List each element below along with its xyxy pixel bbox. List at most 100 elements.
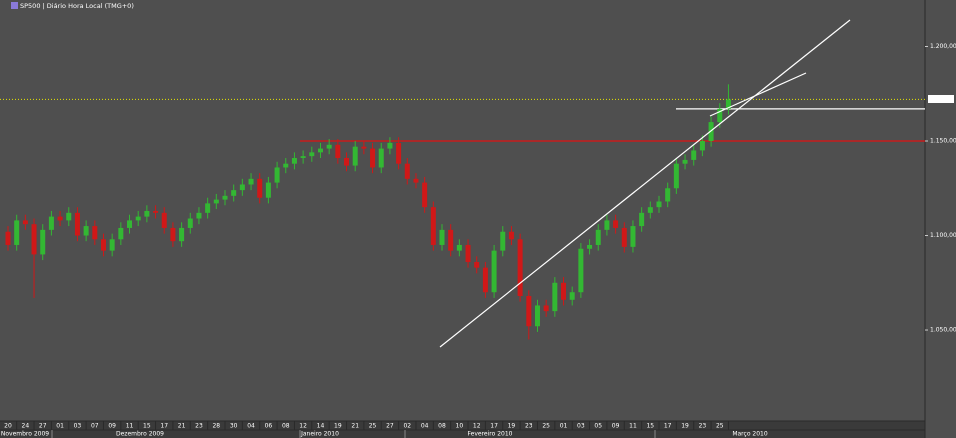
month-label: Dezembro 2009	[116, 431, 164, 438]
candle-body	[83, 226, 89, 236]
x-tick-label: 25	[716, 423, 724, 430]
x-tick-label: 17	[664, 423, 672, 430]
candle-body	[196, 212, 202, 219]
x-tick-label: 03	[577, 423, 585, 430]
x-tick-label: 11	[126, 423, 134, 430]
candle-body	[508, 231, 514, 240]
x-tick-label: 23	[699, 423, 707, 430]
candle-body	[604, 220, 610, 230]
x-tick-label: 14	[317, 423, 325, 430]
candle-body	[31, 224, 37, 255]
candle-body	[500, 231, 506, 251]
x-tick-label: 15	[646, 423, 654, 430]
x-tick-label: 04	[421, 423, 429, 430]
candle-body	[465, 244, 471, 262]
candle-body	[100, 239, 106, 251]
candle-body	[595, 229, 601, 245]
candle-body	[118, 227, 124, 240]
candle-body	[222, 195, 228, 200]
x-tick-label: 06	[265, 423, 273, 430]
candle-body	[300, 156, 306, 159]
x-tick-label: 23	[525, 423, 533, 430]
candle-body	[587, 244, 593, 249]
candle-body	[74, 212, 80, 236]
candle-body	[691, 150, 697, 160]
candle-body	[135, 216, 141, 221]
x-tick-label: 30	[230, 423, 238, 430]
candle-body	[725, 99, 731, 109]
candle-body	[48, 216, 54, 230]
candle-body	[474, 261, 480, 268]
candle-body	[5, 231, 11, 245]
x-tick-label: 09	[108, 423, 116, 430]
candle-body	[647, 207, 653, 213]
candle-body	[482, 267, 488, 293]
candle-body	[205, 203, 211, 213]
x-tick-label: 15	[143, 423, 151, 430]
candle-body	[578, 248, 584, 293]
candle-body	[699, 141, 705, 151]
candle-body	[639, 212, 645, 227]
candle-body	[534, 305, 540, 327]
symbol-icon[interactable]	[11, 2, 18, 9]
candle-body	[396, 142, 402, 164]
x-tick-label: 17	[490, 423, 498, 430]
candle-body	[40, 229, 46, 255]
candle-body	[326, 144, 332, 149]
candle-body	[239, 184, 245, 191]
x-tick-label: 03	[74, 423, 82, 430]
x-tick-label: 28	[212, 423, 220, 430]
candle-body	[317, 148, 323, 153]
candle-body	[561, 282, 567, 300]
candle-body	[613, 220, 619, 228]
candle-body	[170, 227, 176, 242]
candle-body	[517, 239, 523, 297]
candle-body	[621, 227, 627, 247]
candle-body	[352, 146, 358, 166]
x-tick-label: 02	[403, 423, 411, 430]
x-tick-label: 04	[247, 423, 255, 430]
x-tick-label: 25	[369, 423, 377, 430]
candle-body	[127, 220, 133, 228]
candle-body	[144, 210, 150, 217]
x-tick-label: 24	[22, 423, 30, 430]
candle-body	[630, 226, 636, 247]
month-label: Janeiro 2010	[300, 431, 339, 438]
candle-body	[569, 292, 575, 300]
candle-body	[66, 212, 72, 221]
candle-body	[552, 282, 558, 312]
y-tick-label: 1.200,00	[930, 43, 956, 50]
y-tick-label: 1.100,00	[930, 232, 956, 239]
candle-body	[248, 178, 254, 185]
candle-body	[413, 178, 419, 183]
candle-body	[526, 296, 532, 327]
candle-body	[344, 158, 350, 166]
trend-line[interactable]	[709, 72, 807, 117]
candle-body	[274, 167, 280, 183]
candle-body	[717, 108, 723, 123]
candle-body	[404, 163, 410, 179]
candle-body	[231, 190, 237, 196]
candle-body	[673, 163, 679, 189]
x-tick-label: 19	[681, 423, 689, 430]
trend-line[interactable]	[439, 19, 851, 348]
candle-body	[14, 220, 20, 245]
month-label: Fevereiro 2010	[468, 431, 513, 438]
candle-body	[57, 216, 63, 221]
x-tick-label: 05	[594, 423, 602, 430]
x-tick-label: 11	[629, 423, 637, 430]
x-tick-label: 08	[282, 423, 290, 430]
candle-body	[448, 229, 454, 251]
x-tick-label: 19	[508, 423, 516, 430]
plot	[0, 84, 925, 340]
candle-body	[543, 305, 549, 312]
x-tick-label: 01	[560, 423, 568, 430]
x-tick-label: 12	[473, 423, 481, 430]
x-tick-label: 20	[4, 423, 12, 430]
x-tick-label: 10	[456, 423, 464, 430]
x-tick-label: 23	[195, 423, 203, 430]
x-tick-label: 27	[39, 423, 47, 430]
candle-body	[187, 218, 193, 228]
candle-body	[92, 226, 98, 240]
